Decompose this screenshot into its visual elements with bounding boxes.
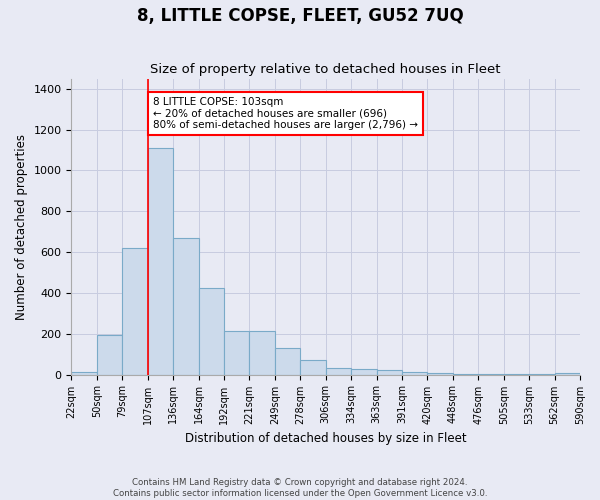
Y-axis label: Number of detached properties: Number of detached properties bbox=[15, 134, 28, 320]
Bar bbox=[377, 370, 402, 374]
Bar bbox=[224, 330, 250, 374]
X-axis label: Distribution of detached houses by size in Fleet: Distribution of detached houses by size … bbox=[185, 432, 467, 445]
Text: 8, LITTLE COPSE, FLEET, GU52 7UQ: 8, LITTLE COPSE, FLEET, GU52 7UQ bbox=[137, 8, 463, 26]
Title: Size of property relative to detached houses in Fleet: Size of property relative to detached ho… bbox=[151, 63, 501, 76]
Bar bbox=[427, 373, 453, 374]
Bar bbox=[148, 148, 173, 374]
Bar bbox=[326, 368, 351, 374]
Bar bbox=[554, 372, 580, 374]
Bar bbox=[351, 370, 377, 374]
Bar bbox=[71, 372, 97, 374]
Bar bbox=[173, 238, 199, 374]
Text: Contains HM Land Registry data © Crown copyright and database right 2024.
Contai: Contains HM Land Registry data © Crown c… bbox=[113, 478, 487, 498]
Bar bbox=[122, 248, 148, 374]
Text: 8 LITTLE COPSE: 103sqm
← 20% of detached houses are smaller (696)
80% of semi-de: 8 LITTLE COPSE: 103sqm ← 20% of detached… bbox=[153, 97, 418, 130]
Bar bbox=[199, 288, 224, 374]
Bar bbox=[275, 348, 300, 374]
Bar bbox=[97, 335, 122, 374]
Bar bbox=[300, 360, 326, 374]
Bar bbox=[250, 330, 275, 374]
Bar bbox=[402, 372, 427, 374]
